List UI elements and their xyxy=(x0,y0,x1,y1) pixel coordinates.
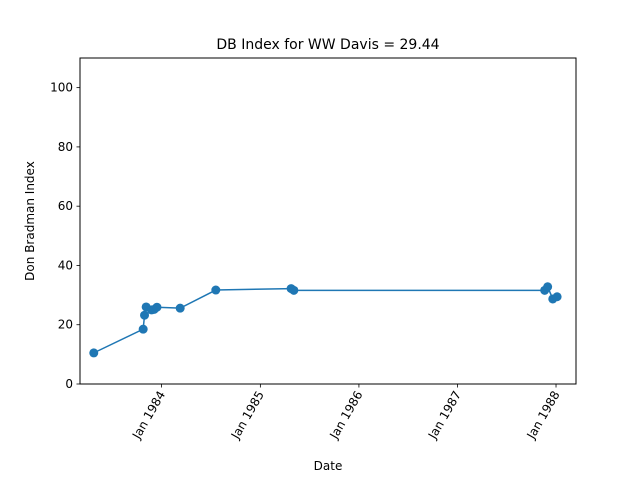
y-axis-label: Don Bradman Index xyxy=(23,161,37,281)
y-axis: 0 20 40 60 80 100 xyxy=(50,81,80,391)
plot-area xyxy=(79,57,577,385)
data-point xyxy=(140,310,150,320)
x-axis-label: Date xyxy=(314,459,343,473)
data-point xyxy=(152,302,162,312)
data-point xyxy=(543,282,553,292)
data-point xyxy=(211,285,221,295)
data-point xyxy=(138,324,148,334)
chart-title: DB Index for WW Davis = 29.44 xyxy=(216,37,439,53)
y-tick-label: 100 xyxy=(50,81,73,95)
y-tick-label: 60 xyxy=(58,199,73,213)
y-tick-label: 80 xyxy=(58,140,73,154)
data-point xyxy=(175,303,185,313)
data-point xyxy=(552,292,562,302)
data-point xyxy=(89,348,99,358)
y-tick-label: 40 xyxy=(58,258,73,272)
y-tick-label: 20 xyxy=(58,318,73,332)
y-tick-label: 0 xyxy=(65,377,73,391)
data-point xyxy=(289,285,299,295)
series-layer xyxy=(89,282,562,358)
